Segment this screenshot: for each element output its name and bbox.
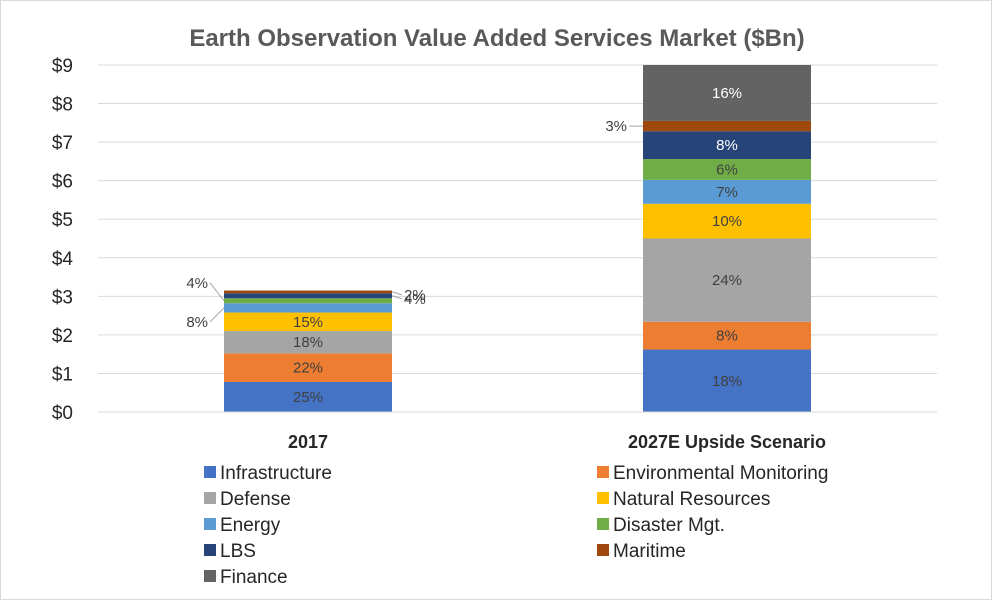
data-label: 18%	[712, 373, 742, 390]
legend-entry: Infrastructure	[220, 463, 332, 484]
bar-segment	[643, 203, 811, 239]
bar-segment	[643, 131, 811, 160]
bar-segment	[643, 238, 811, 322]
bar-segment	[224, 298, 392, 304]
legend-swatch	[204, 570, 216, 582]
legend-entry: Disaster Mgt.	[613, 515, 725, 536]
y-tick-label: $8	[52, 95, 73, 116]
bar-segment	[643, 159, 811, 180]
legend-entry: Maritime	[613, 541, 686, 562]
legend: Infrastructure Environmental Monitoring De…	[204, 463, 828, 588]
data-label: 24%	[712, 272, 742, 289]
data-label: 15%	[293, 314, 323, 331]
bar-segment	[643, 179, 811, 204]
data-label: 8%	[716, 137, 738, 154]
bar-segment	[643, 120, 811, 132]
leader-line	[391, 291, 403, 296]
data-label: 4%	[186, 275, 208, 292]
leader-line	[209, 307, 225, 323]
bar-segment	[224, 312, 392, 332]
y-axis: $0 $1 $2 $3 $4 $5 $6 $7 $8 $9	[52, 56, 74, 424]
leader-line	[209, 282, 225, 302]
y-tick-label: $7	[52, 133, 73, 154]
legend-swatch	[204, 544, 216, 556]
y-tick-label: $5	[52, 210, 73, 231]
legend-swatch	[204, 518, 216, 530]
data-label: 25%	[293, 389, 323, 406]
bar-segment	[224, 303, 392, 313]
x-axis: 2017 2027E Upside Scenario	[98, 411, 937, 452]
legend-entry: Environmental Monitoring	[613, 463, 828, 484]
bar-segment	[224, 293, 392, 299]
bar-segment	[643, 349, 811, 412]
data-label: 18%	[293, 334, 323, 351]
legend-entry: Finance	[220, 567, 288, 588]
bars	[224, 65, 811, 412]
y-tick-label: $2	[52, 326, 73, 347]
data-label: 3%	[605, 118, 627, 135]
bar-segment	[224, 353, 392, 382]
leader-line	[391, 295, 403, 300]
legend-entry: Natural Resources	[613, 489, 770, 510]
legend-swatch	[204, 492, 216, 504]
x-category-label: 2027E Upside Scenario	[628, 432, 826, 452]
y-tick-label: $1	[52, 364, 73, 385]
bar-segment	[643, 65, 811, 121]
data-label: 16%	[712, 85, 742, 102]
y-tick-label: $0	[52, 403, 73, 424]
data-labels: 25%22%18%15%8%4%4%2%18%8%24%10%7%6%8%3%1…	[186, 85, 742, 406]
data-label: 4%	[404, 291, 426, 308]
data-label: 2%	[404, 287, 426, 304]
legend-swatch	[204, 466, 216, 478]
data-label: 8%	[186, 314, 208, 331]
bar-segment	[224, 381, 392, 412]
data-label: 10%	[712, 213, 742, 230]
y-tick-label: $3	[52, 287, 73, 308]
x-category-label: 2017	[288, 432, 328, 452]
legend-swatch	[597, 466, 609, 478]
data-label: 7%	[716, 184, 738, 201]
y-tick-label: $4	[52, 249, 74, 270]
data-label: 22%	[293, 360, 323, 377]
y-tick-label: $9	[52, 56, 73, 77]
data-label: 8%	[716, 328, 738, 345]
legend-swatch	[597, 492, 609, 504]
y-tick-label: $6	[52, 172, 73, 193]
legend-entry: Defense	[220, 489, 291, 510]
gridlines	[98, 64, 937, 413]
legend-entry: LBS	[220, 541, 256, 562]
data-label: 6%	[716, 161, 738, 178]
bar-segment	[224, 331, 392, 354]
bar-segment	[224, 290, 392, 294]
legend-swatch	[597, 518, 609, 530]
legend-swatch	[597, 544, 609, 556]
chart-title: Earth Observation Value Added Services M…	[189, 25, 804, 52]
legend-entry: Energy	[220, 515, 281, 536]
bar-segment	[643, 321, 811, 350]
